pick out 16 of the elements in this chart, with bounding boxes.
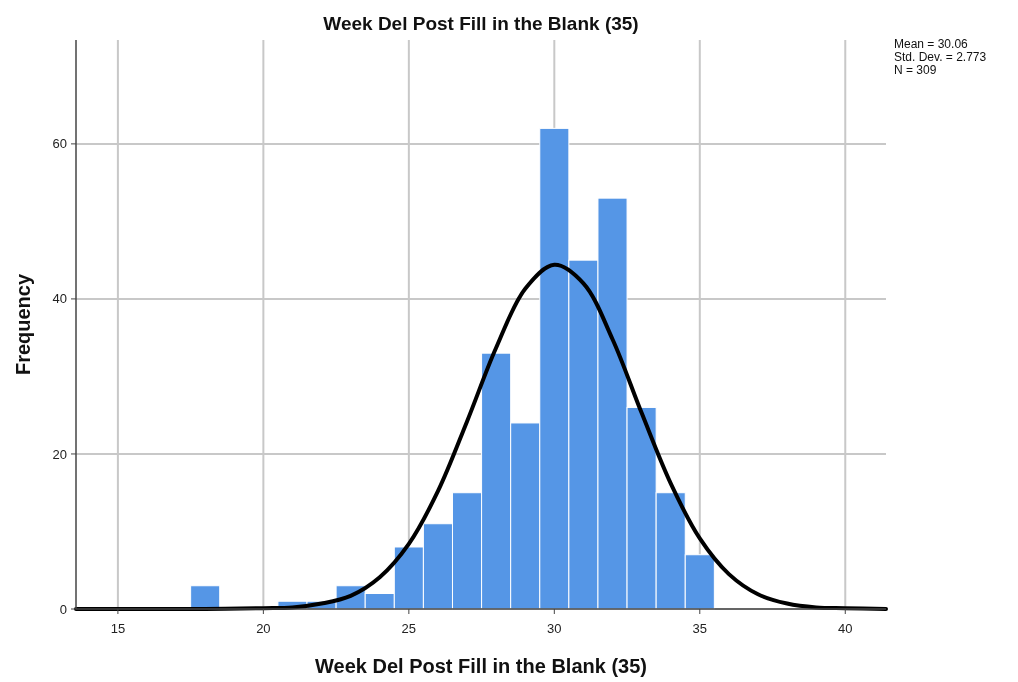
x-tick-label: 25 bbox=[401, 621, 417, 636]
x-tick-label: 40 bbox=[838, 621, 853, 636]
chart-title: Week Del Post Fill in the Blank (35) bbox=[323, 13, 639, 34]
x-tick-label: 15 bbox=[110, 621, 126, 636]
y-tick-label: 20 bbox=[52, 446, 67, 462]
x-tick-label: 20 bbox=[256, 621, 271, 636]
x-axis-title: Week Del Post Fill in the Blank (35) bbox=[315, 655, 647, 677]
y-axis-title: Frequency bbox=[12, 273, 34, 376]
y-tick-label: 0 bbox=[59, 601, 67, 617]
x-tick-label: 35 bbox=[692, 621, 708, 636]
text: Std. Dev. = 2.773 bbox=[894, 50, 987, 64]
y-tick-label: 40 bbox=[52, 291, 67, 307]
text: Mean = 30.06 bbox=[894, 37, 969, 51]
y-tick-label: 60 bbox=[52, 136, 67, 152]
text: N = 309 bbox=[894, 63, 937, 77]
x-tick-label: 30 bbox=[547, 621, 562, 636]
